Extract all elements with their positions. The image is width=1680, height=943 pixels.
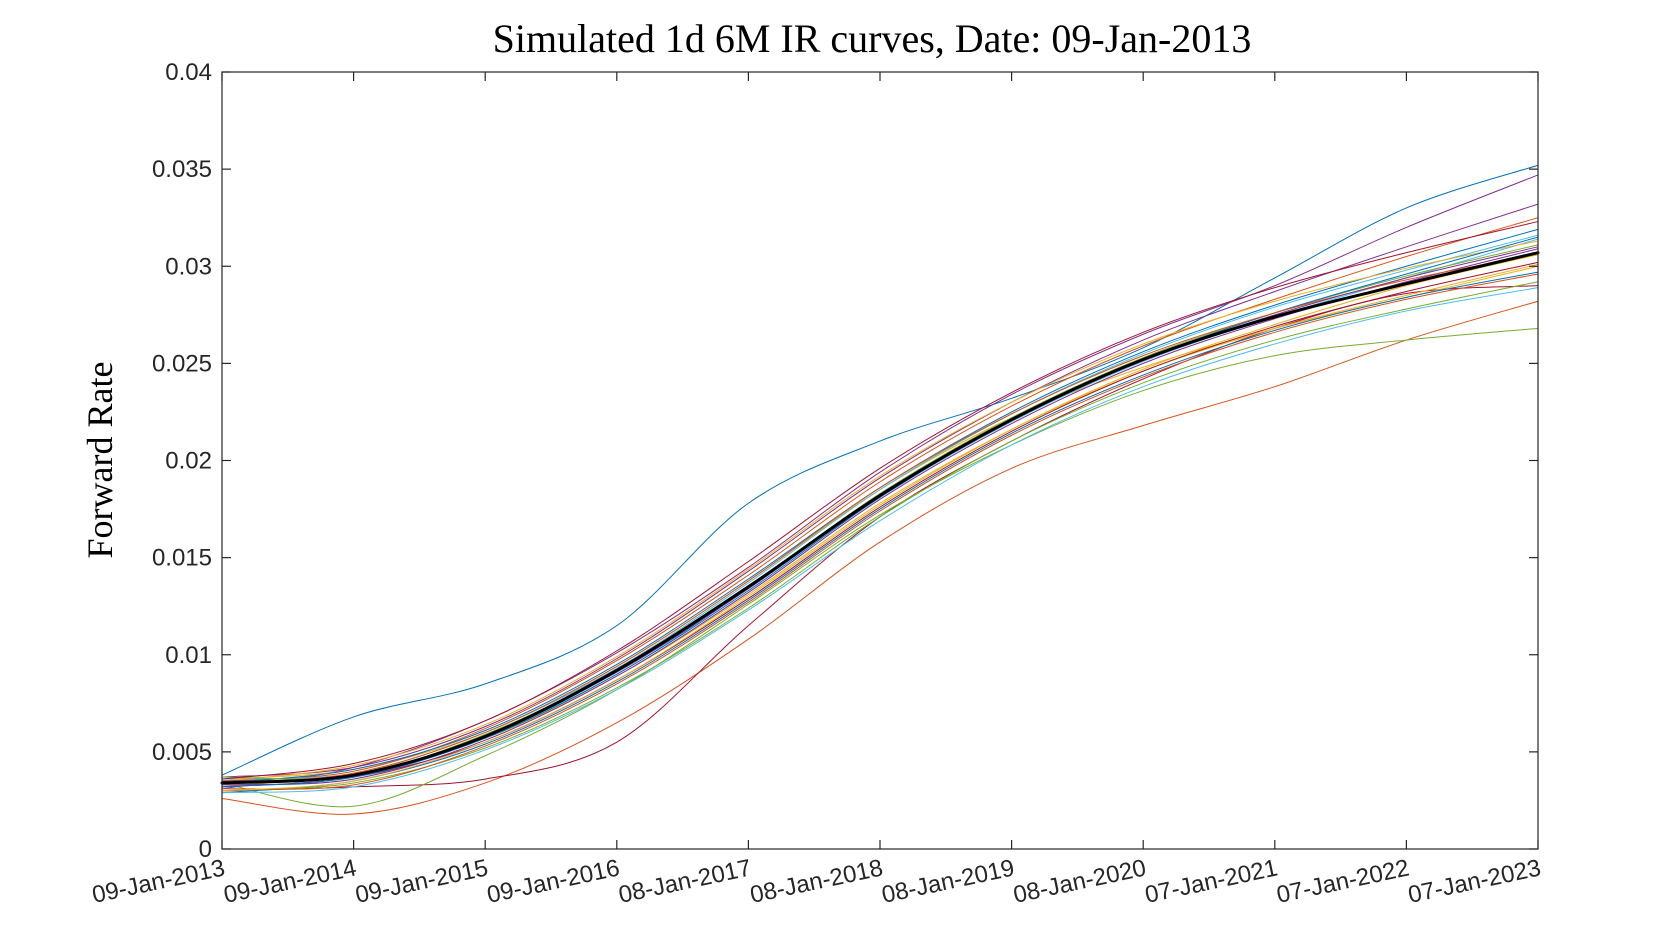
y-tick-label: 0.015 bbox=[152, 545, 212, 572]
simulated-curve-line bbox=[221, 203, 1539, 778]
x-tick-label: 09-Jan-2016 bbox=[485, 854, 622, 908]
chart-title: Simulated 1d 6M IR curves, Date: 09-Jan-… bbox=[493, 16, 1252, 61]
simulated-curve-line bbox=[221, 261, 1539, 788]
y-ticks: 0 0.005 0.01 0.015 0.02 0.025 0.03 0.035 0.04 bbox=[152, 59, 1538, 863]
y-tick-label: 0.02 bbox=[165, 448, 212, 475]
simulated-curve-line bbox=[221, 240, 1539, 782]
x-tick-label: 09-Jan-2013 bbox=[90, 854, 227, 908]
y-tick-label: 0.005 bbox=[152, 739, 212, 766]
x-tick-label: 07-Jan-2023 bbox=[1406, 854, 1543, 908]
mean-curve-line bbox=[220, 251, 1540, 785]
plot-area-frame bbox=[221, 71, 1539, 850]
y-tick-label: 0.04 bbox=[165, 59, 212, 86]
x-tick-label: 08-Jan-2020 bbox=[1011, 854, 1148, 908]
y-tick-label: 0.03 bbox=[165, 253, 212, 280]
x-tick-label: 08-Jan-2017 bbox=[616, 854, 753, 908]
simulated-curve-line bbox=[221, 285, 1539, 792]
simulated-curve-line bbox=[221, 327, 1539, 808]
simulated-curve-line bbox=[221, 273, 1539, 790]
x-tick-label: 09-Jan-2014 bbox=[221, 854, 358, 908]
simulated-curve-line bbox=[221, 254, 1539, 784]
simulated-curve-line bbox=[221, 281, 1539, 792]
x-tick-label: 09-Jan-2015 bbox=[353, 854, 490, 908]
simulated-curve-line bbox=[221, 217, 1539, 782]
y-tick-label: 0.01 bbox=[165, 642, 212, 669]
simulated-curve-line bbox=[221, 287, 1539, 794]
simulated-curve-line bbox=[221, 221, 1539, 780]
y-tick-label: 0.035 bbox=[152, 156, 212, 183]
simulated-curve-line bbox=[221, 238, 1539, 786]
x-tick-label: 07-Jan-2021 bbox=[1143, 854, 1280, 908]
x-tick-label: 08-Jan-2018 bbox=[748, 854, 885, 908]
simulated-curve-line bbox=[221, 271, 1539, 794]
series-layer bbox=[220, 164, 1540, 815]
simulated-curve-line bbox=[221, 254, 1539, 792]
simulated-curve-line bbox=[221, 265, 1539, 780]
simulated-curve-line bbox=[221, 263, 1539, 788]
simulated-curve-line bbox=[221, 236, 1539, 788]
y-axis-label: Forward Rate bbox=[80, 362, 120, 559]
y-tick-label: 0.025 bbox=[152, 350, 212, 377]
simulated-curve-line bbox=[221, 164, 1539, 776]
x-tick-label: 08-Jan-2019 bbox=[879, 854, 1016, 908]
x-tick-label: 07-Jan-2022 bbox=[1274, 854, 1411, 908]
y-tick-label: 0 bbox=[199, 836, 212, 863]
simulated-curve-line bbox=[221, 244, 1539, 780]
axes-layer bbox=[221, 71, 1539, 850]
simulated-curve-line bbox=[221, 300, 1539, 815]
